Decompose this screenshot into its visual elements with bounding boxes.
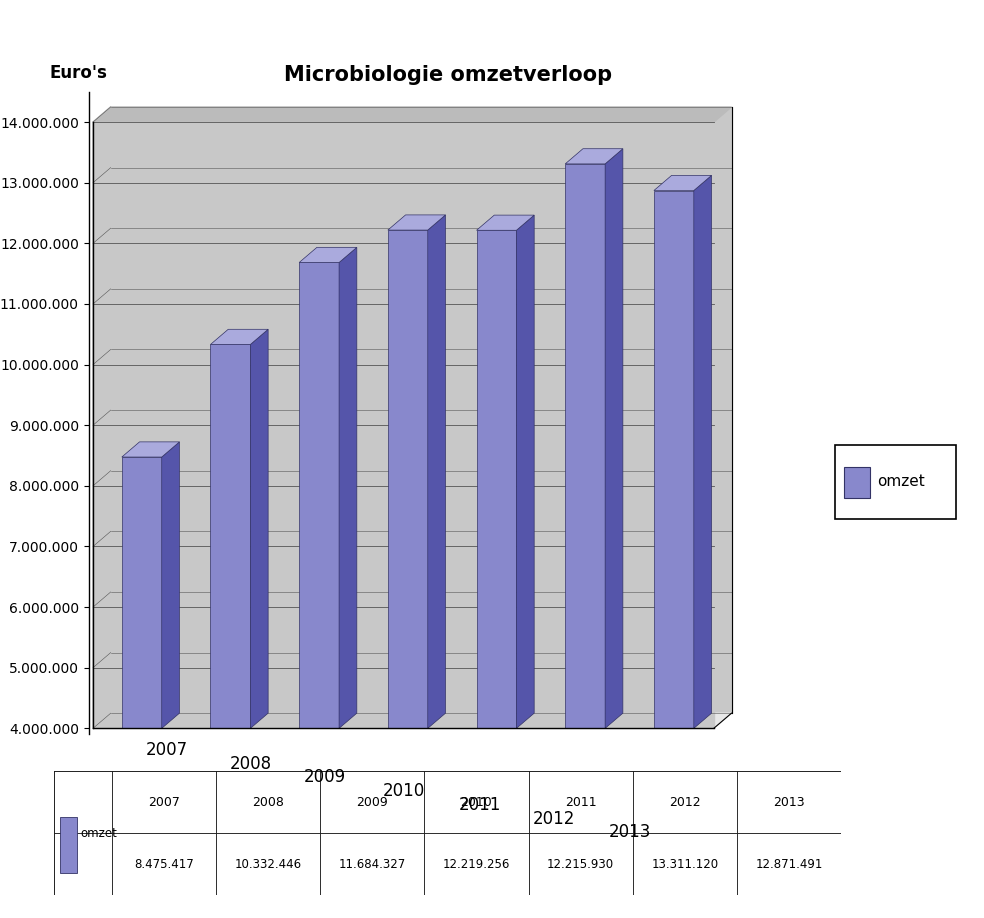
- Text: 2012: 2012: [669, 796, 701, 809]
- Polygon shape: [476, 215, 534, 230]
- Bar: [633, 771, 737, 834]
- Polygon shape: [211, 330, 268, 344]
- Bar: [424, 771, 528, 834]
- Text: 2008: 2008: [252, 796, 284, 809]
- Bar: [54, 771, 111, 834]
- Polygon shape: [111, 107, 731, 713]
- Polygon shape: [93, 107, 731, 122]
- Polygon shape: [605, 149, 623, 728]
- Text: 2008: 2008: [230, 755, 272, 773]
- Text: 2010: 2010: [461, 796, 492, 809]
- Text: 2013: 2013: [608, 823, 651, 842]
- Bar: [54, 834, 111, 895]
- Polygon shape: [476, 230, 517, 728]
- Polygon shape: [93, 122, 713, 728]
- Polygon shape: [122, 442, 179, 457]
- Text: 12.871.491: 12.871.491: [756, 857, 823, 870]
- Bar: [528, 771, 633, 834]
- Text: 2009: 2009: [304, 768, 345, 787]
- Text: 2007: 2007: [148, 796, 180, 809]
- Bar: [215, 834, 320, 895]
- Text: 2012: 2012: [532, 810, 576, 828]
- Polygon shape: [565, 164, 605, 728]
- Text: 11.684.327: 11.684.327: [338, 857, 405, 870]
- Text: 2010: 2010: [383, 782, 424, 800]
- Polygon shape: [517, 215, 534, 728]
- Text: omzet: omzet: [80, 826, 117, 840]
- Text: 12.215.930: 12.215.930: [547, 857, 614, 870]
- Bar: [60, 817, 77, 873]
- Polygon shape: [339, 247, 357, 728]
- Polygon shape: [428, 215, 446, 728]
- Bar: [528, 834, 633, 895]
- Polygon shape: [565, 149, 623, 164]
- Text: 13.311.120: 13.311.120: [651, 857, 718, 870]
- Polygon shape: [93, 713, 731, 728]
- Text: Euro's: Euro's: [49, 64, 107, 82]
- Polygon shape: [211, 344, 250, 728]
- Bar: [633, 834, 737, 895]
- Polygon shape: [299, 247, 357, 263]
- Text: 12.219.256: 12.219.256: [443, 857, 510, 870]
- Bar: [111, 834, 215, 895]
- Bar: [320, 834, 424, 895]
- Text: 2007: 2007: [147, 741, 188, 759]
- Text: 2013: 2013: [773, 796, 805, 809]
- Bar: [424, 834, 528, 895]
- Bar: [737, 771, 841, 834]
- FancyBboxPatch shape: [835, 444, 955, 520]
- Polygon shape: [122, 457, 161, 728]
- Text: 2011: 2011: [565, 796, 596, 809]
- Polygon shape: [654, 175, 711, 191]
- Polygon shape: [161, 442, 179, 728]
- Polygon shape: [388, 215, 446, 230]
- Polygon shape: [299, 263, 339, 728]
- Polygon shape: [93, 107, 111, 728]
- Text: 8.475.417: 8.475.417: [134, 857, 194, 870]
- Bar: [320, 771, 424, 834]
- Bar: [215, 771, 320, 834]
- Bar: [737, 834, 841, 895]
- Polygon shape: [388, 230, 428, 728]
- Bar: [844, 467, 870, 498]
- Polygon shape: [694, 175, 711, 728]
- Text: omzet: omzet: [878, 475, 925, 489]
- Text: 10.332.446: 10.332.446: [234, 857, 301, 870]
- Text: 2009: 2009: [356, 796, 388, 809]
- Polygon shape: [250, 330, 268, 728]
- Text: 2011: 2011: [459, 796, 502, 814]
- Polygon shape: [654, 191, 694, 728]
- Bar: [111, 771, 215, 834]
- Title: Microbiologie omzetverloop: Microbiologie omzetverloop: [283, 64, 612, 84]
